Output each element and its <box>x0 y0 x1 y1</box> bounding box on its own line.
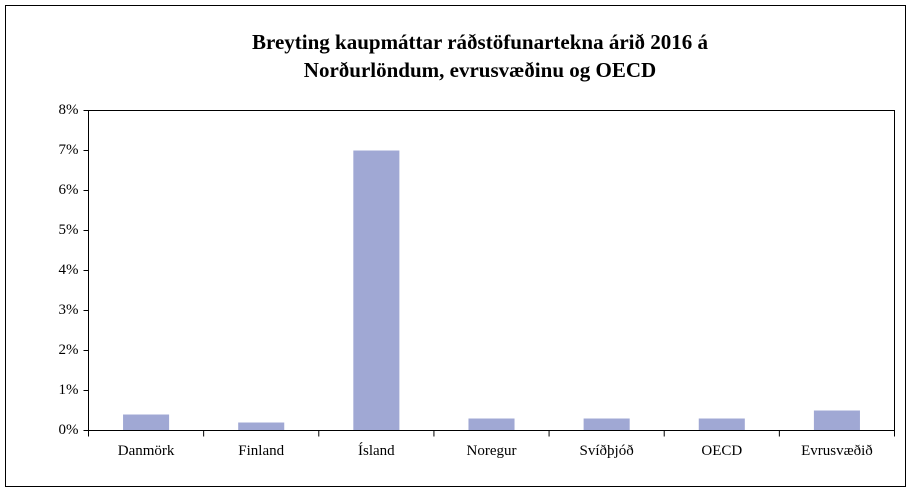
y-tick-label: 4% <box>59 262 79 278</box>
y-tick-label: 8% <box>59 102 79 118</box>
y-tick-label: 1% <box>59 382 79 398</box>
y-tick-label: 6% <box>59 182 79 198</box>
y-tick-label: 0% <box>59 422 79 438</box>
chart-frame <box>5 5 906 487</box>
chart-title: Norðurlöndum, evrusvæðinu og OECD <box>304 58 656 82</box>
y-tick-label: 2% <box>59 342 79 358</box>
x-tick-label: Noregur <box>467 443 517 459</box>
y-tick-label: 5% <box>59 222 79 238</box>
x-tick-label: Ísland <box>358 442 395 459</box>
bar <box>353 150 400 431</box>
bar <box>468 418 515 431</box>
bar <box>123 414 170 431</box>
chart-title: Breyting kaupmáttar ráðstöfunartekna ári… <box>252 30 708 54</box>
x-tick-label: Finland <box>238 443 284 459</box>
x-tick-label: Danmörk <box>118 443 175 459</box>
bar <box>698 418 745 431</box>
x-tick-label: OECD <box>701 443 742 459</box>
y-tick-label: 3% <box>59 302 79 318</box>
bar <box>813 410 860 431</box>
bar <box>583 418 630 431</box>
y-tick-label: 7% <box>59 142 79 158</box>
bar <box>238 422 285 431</box>
x-tick-label: Evrusvæðið <box>801 443 873 459</box>
x-tick-label: Svíðþjóð <box>580 443 634 459</box>
